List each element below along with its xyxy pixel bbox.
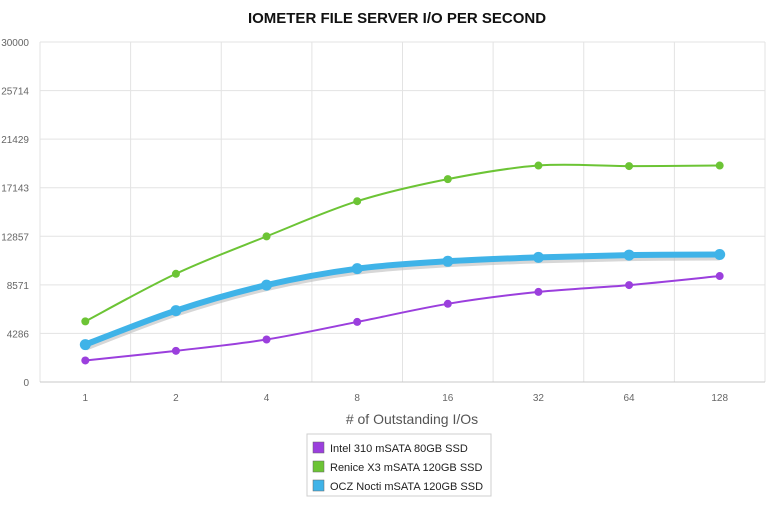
x-tick-label: 16 xyxy=(442,393,454,404)
y-tick-label: 25714 xyxy=(1,87,29,98)
y-tick-label: 21429 xyxy=(1,135,29,146)
data-point xyxy=(353,197,362,206)
legend-label: Intel 310 mSATA 80GB SSD xyxy=(330,443,468,455)
plot-grid xyxy=(39,41,766,383)
data-point xyxy=(534,161,543,170)
data-point xyxy=(353,317,362,326)
data-point xyxy=(442,255,454,267)
x-tick-label: 64 xyxy=(624,393,636,404)
series-3 xyxy=(79,249,726,351)
data-point xyxy=(262,232,271,241)
x-tick-label: 4 xyxy=(264,393,270,404)
chart-title: IOMETER FILE SERVER I/O PER SECOND xyxy=(248,10,546,27)
x-tick-label: 1 xyxy=(83,393,89,404)
y-tick-label: 0 xyxy=(23,378,29,389)
y-tick-label: 8571 xyxy=(7,281,30,292)
data-point xyxy=(351,263,363,275)
x-tick-label: 8 xyxy=(354,393,360,404)
data-point xyxy=(79,339,91,351)
legend-label: Renice X3 mSATA 120GB SSD xyxy=(330,462,482,474)
x-axis-label: # of Outstanding I/Os xyxy=(346,411,478,427)
data-point xyxy=(625,281,634,290)
data-point xyxy=(623,249,635,261)
y-tick-label: 12857 xyxy=(1,232,29,243)
y-tick-label: 30000 xyxy=(1,38,29,49)
data-point xyxy=(262,335,271,344)
series-layer xyxy=(79,161,726,365)
legend-label: OCZ Nocti mSATA 120GB SSD xyxy=(330,481,483,493)
data-point xyxy=(170,305,182,317)
data-point xyxy=(171,346,180,355)
data-point xyxy=(534,287,543,296)
series-1 xyxy=(81,272,724,365)
x-tick-label: 128 xyxy=(711,393,728,404)
data-point xyxy=(171,269,180,278)
data-point xyxy=(261,279,273,291)
legend-box xyxy=(306,433,492,497)
series-line xyxy=(82,251,723,348)
data-point xyxy=(532,251,544,263)
series-line xyxy=(84,275,721,362)
data-point xyxy=(81,317,90,326)
data-point xyxy=(715,161,724,170)
data-point xyxy=(81,356,90,365)
data-point xyxy=(443,175,452,184)
data-point xyxy=(443,299,452,308)
legend-swatch xyxy=(312,441,325,454)
y-axis-ticks: 0 4286 8571 12857 17143 21429 25714 30000 xyxy=(1,38,29,389)
series-2 xyxy=(81,161,724,326)
data-point xyxy=(714,249,726,260)
x-tick-label: 32 xyxy=(533,393,545,404)
legend-swatch xyxy=(312,460,325,473)
x-tick-label: 2 xyxy=(173,393,179,404)
legend-swatch xyxy=(312,479,325,492)
data-point xyxy=(625,162,634,171)
x-axis-ticks: 1 2 4 8 16 32 64 128 xyxy=(83,393,729,404)
legend: Intel 310 mSATA 80GB SSD Renice X3 mSATA … xyxy=(306,433,492,497)
data-point xyxy=(715,272,724,281)
y-tick-label: 4286 xyxy=(7,329,30,340)
y-tick-label: 17143 xyxy=(1,184,29,195)
